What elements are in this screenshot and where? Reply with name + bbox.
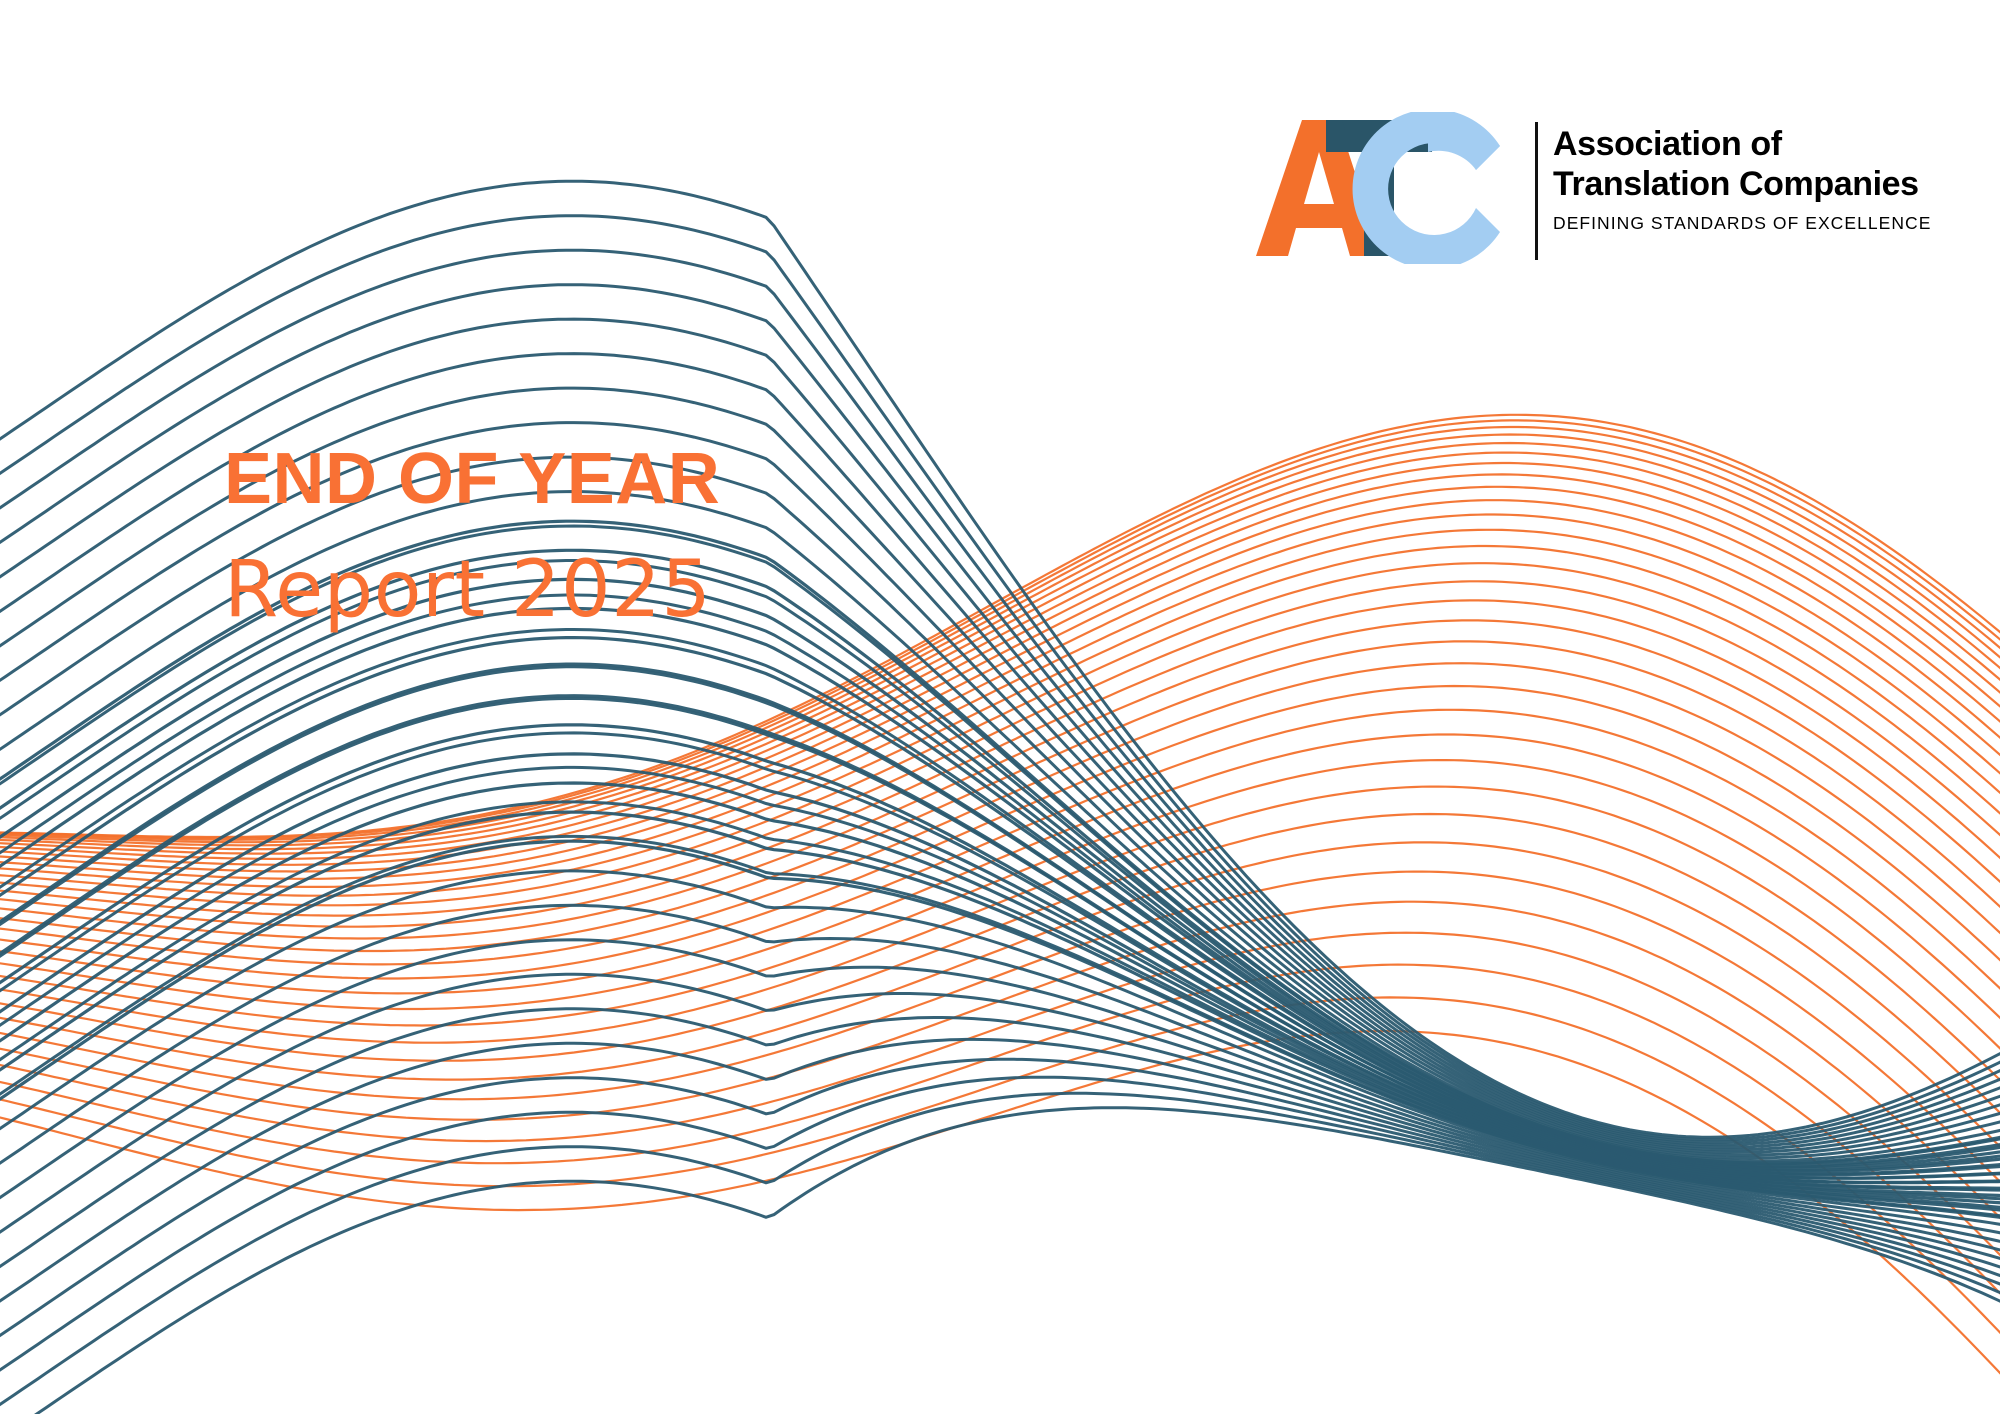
cover-title-block: END OF YEAR Report 2025 <box>224 440 1024 636</box>
atc-monogram-svg <box>1256 112 1500 264</box>
cover-title-sub: Report 2025 <box>224 545 712 635</box>
logo-letter-a-icon <box>1256 120 1382 256</box>
logo-tagline: DEFINING STANDARDS OF EXCELLENCE <box>1553 213 1932 233</box>
logo-name-line-1: Association of <box>1553 125 1782 163</box>
logo-name-line-2: Translation Companies <box>1553 165 1919 203</box>
logo-letter-c-icon <box>1352 112 1500 264</box>
teal-wave-group <box>0 179 2000 1414</box>
atc-logo-mark <box>1250 112 1508 264</box>
logo-divider <box>1535 122 1538 260</box>
logo-wordmark: Association of Translation Companies DEF… <box>1553 112 1943 264</box>
atc-logo: Association of Translation Companies DEF… <box>1250 112 1940 264</box>
cover-title-main: END OF YEAR <box>224 439 721 519</box>
